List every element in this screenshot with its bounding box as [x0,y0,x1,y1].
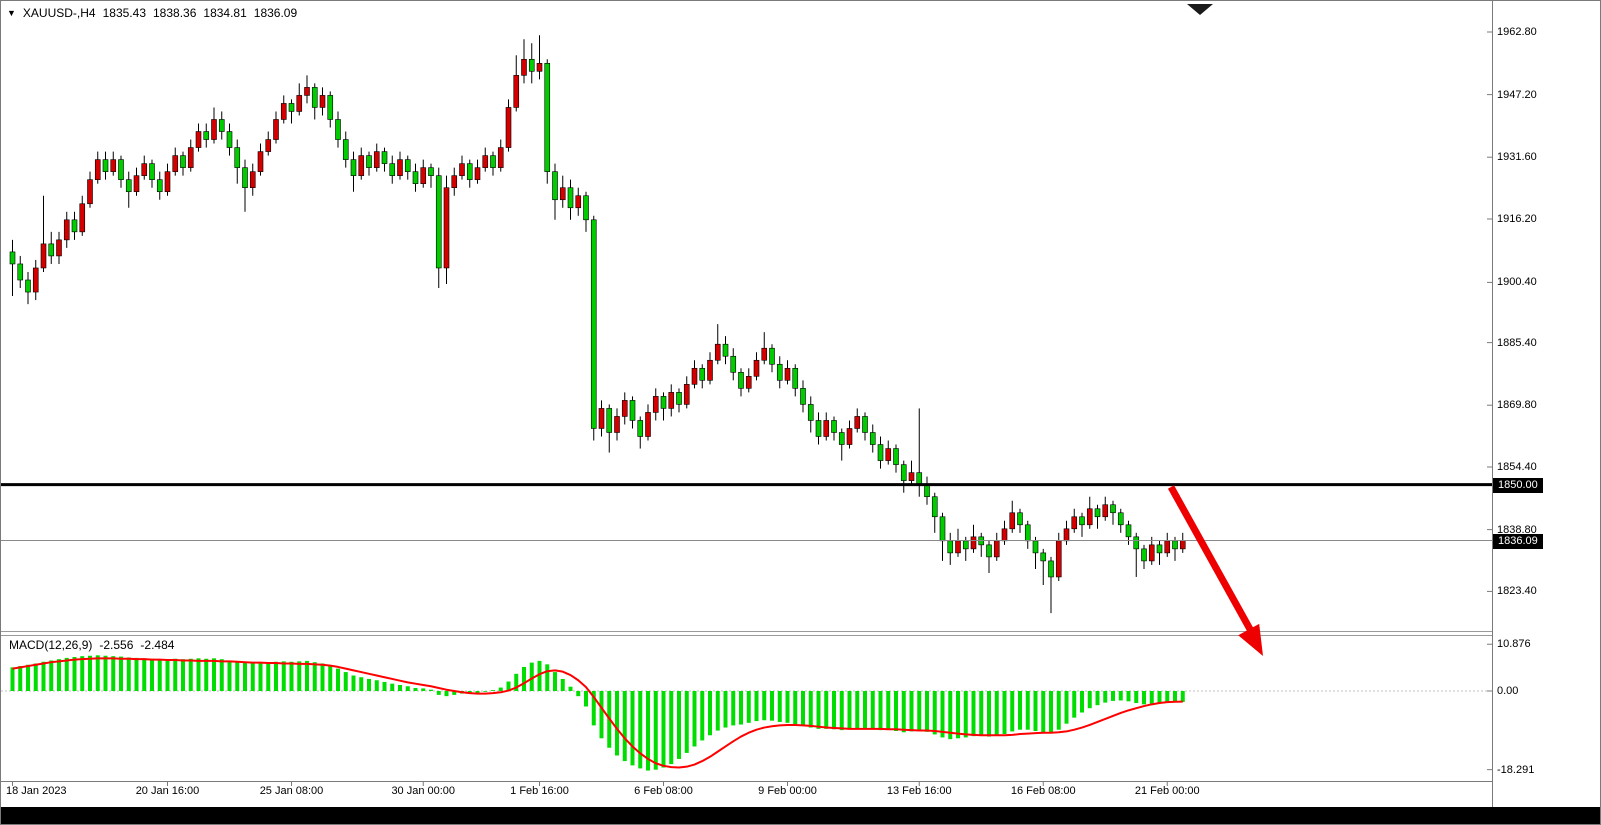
ohlc-high: 1838.36 [153,6,197,20]
symbol-timeframe-label: XAUUSD-,H4 [22,6,96,20]
time-axis-line [1,781,1493,782]
chart-header: ▼ XAUUSD-,H4 1835.43 1838.36 1834.81 183… [7,6,297,20]
price-tick-label: 1854.40 [1497,461,1537,473]
hline-price-tag: 1850.00 [1493,478,1543,493]
price-tick-label: 1823.40 [1497,585,1537,598]
price-tick-label: 1962.80 [1497,26,1537,38]
panel-separator-top [1,631,1493,632]
macd-tick-label: -18.291 [1497,763,1535,776]
price-axis-border [1492,1,1493,807]
macd-main-value: -2.556 [99,638,134,652]
ohlc-low: 1834.81 [203,6,247,20]
one-click-trading-arrow[interactable]: ▼ [7,8,16,18]
bid-price-tag: 1836.09 [1493,534,1543,549]
price-tick-label: 1931.60 [1497,151,1537,164]
price-tick-label: 1885.40 [1497,336,1537,349]
price-tick-label: 1947.20 [1497,88,1537,101]
chart-shift-marker[interactable] [1187,4,1213,15]
price-chart-canvas[interactable] [1,1,1493,802]
macd-histogram [10,655,1185,771]
macd-tick-label: 10.876 [1497,638,1531,651]
bottom-bar [1,807,1600,824]
price-tick-label: 1869.80 [1497,399,1537,412]
candles-layer [9,35,1186,614]
price-tick-label: 1916.20 [1497,213,1537,225]
price-tick-label: 1900.40 [1497,276,1537,289]
macd-name-text: MACD(12,26,9) [9,638,93,652]
macd-tick-label: 0.00 [1497,685,1519,697]
ohlc-close: 1836.09 [253,6,298,20]
panel-separator-bottom [1,635,1493,636]
macd-signal-line [12,657,1183,769]
macd-signal-value: -2.484 [140,638,175,652]
sell-signal-arrow[interactable] [1167,485,1263,656]
ohlc-open: 1835.43 [102,6,146,20]
macd-indicator-label: MACD(12,26,9) -2.556 -2.484 [9,638,174,652]
